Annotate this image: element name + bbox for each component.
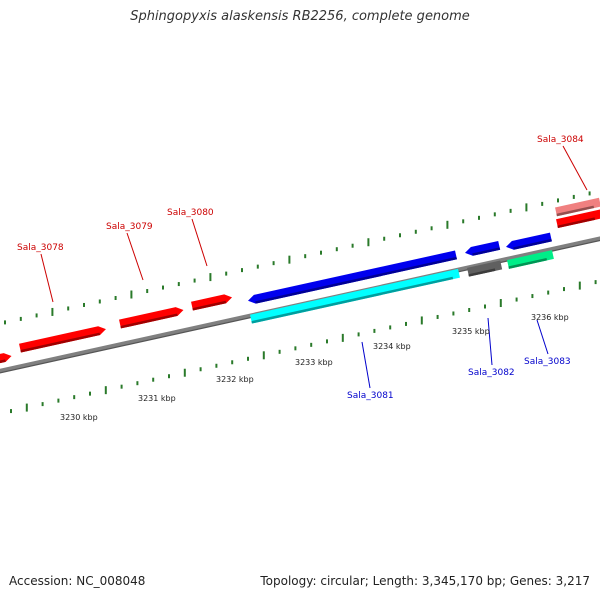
leader-line-sala-3082: [487, 317, 493, 366]
leader-line-sala-3079: [126, 232, 144, 281]
gene-feature-reverse-3083-upper-shade: [513, 238, 552, 250]
gene-features: [0, 197, 600, 365]
kbp-label-3234: 3234 kbp: [373, 342, 411, 351]
gene-feature-partial: [0, 353, 12, 365]
kbp-label-3233: 3233 kbp: [295, 358, 333, 367]
gene-feature-reverse-long-shade: [255, 256, 457, 304]
gene-labels: Sala_3078 Sala_3079 Sala_3080 Sala_3084 …: [17, 135, 584, 401]
leader-line-sala-3080: [191, 218, 208, 267]
accession-text: Accession: NC_008048: [9, 574, 146, 588]
gene-feature-sala-3082: [467, 260, 503, 277]
map-title: Sphingopyxis alaskensis RB2256, complete…: [130, 9, 470, 24]
gene-feature-partial-body: [0, 353, 12, 365]
gene-label-leaders: [40, 145, 588, 389]
gene-feature-sala-3083-shade: [508, 257, 548, 269]
forward-tick-track: [4, 191, 591, 325]
kbp-label-3235: 3235 kbp: [452, 327, 490, 336]
genome-summary-text: Topology: circular; Length: 3,345,170 bp…: [260, 574, 590, 588]
gene-feature-sala-3081: [250, 268, 460, 324]
gene-feature-sala-3084-shade: [557, 217, 596, 229]
kbp-label-3232: 3232 kbp: [216, 375, 254, 384]
gene-label-sala-3083[interactable]: Sala_3083: [524, 357, 571, 367]
gene-feature-sala-3079: [119, 307, 184, 329]
gene-feature-sala-3084: [556, 209, 600, 229]
kbp-scale-labels: 3230 kbp 3231 kbp 3232 kbp 3233 kbp 3234…: [60, 313, 569, 422]
gene-feature-sala-3082-shade: [468, 268, 496, 277]
leader-line-sala-3083: [536, 319, 549, 355]
leader-line-sala-3081: [361, 341, 371, 389]
gene-feature-reverse-3083-upper: [506, 232, 552, 250]
gene-label-sala-3080[interactable]: Sala_3080: [167, 208, 214, 218]
gene-label-sala-3082[interactable]: Sala_3082: [468, 368, 515, 378]
leader-line-sala-3084: [562, 145, 588, 191]
gene-feature-sala-3080: [191, 294, 233, 311]
gene-feature-sala-3078: [19, 326, 106, 353]
gene-feature-sala-3081-shade: [251, 276, 454, 324]
gene-label-sala-3078[interactable]: Sala_3078: [17, 243, 64, 253]
gene-feature-sala-3079-shade: [120, 313, 178, 329]
gene-feature-reverse-short-shade: [472, 247, 501, 256]
gene-feature-sala-3078-shade: [20, 332, 101, 353]
gene-label-sala-3081[interactable]: Sala_3081: [347, 391, 394, 401]
reverse-tick-track: [10, 280, 597, 414]
gene-feature-reverse-long-body: [248, 250, 457, 304]
leader-line-sala-3078: [40, 253, 54, 303]
kbp-label-3230: 3230 kbp: [60, 413, 98, 422]
gene-feature-reverse-long: [248, 250, 457, 304]
gene-feature-pseudo-shade: [556, 205, 595, 217]
gene-feature-sala-3080-shade: [192, 300, 227, 311]
gene-feature-partial-shade: [0, 359, 6, 365]
gene-feature-reverse-short-body: [465, 240, 501, 256]
gene-feature-sala-3083: [507, 250, 554, 269]
kbp-label-3231: 3231 kbp: [138, 394, 176, 403]
kbp-label-3236: 3236 kbp: [531, 313, 569, 322]
gene-feature-reverse-short: [465, 240, 501, 256]
gene-label-sala-3084[interactable]: Sala_3084: [537, 135, 584, 145]
gene-label-sala-3079[interactable]: Sala_3079: [106, 222, 153, 232]
gene-feature-pseudo: [555, 197, 600, 217]
gene-feature-reverse-3083-upper-body: [506, 232, 552, 250]
